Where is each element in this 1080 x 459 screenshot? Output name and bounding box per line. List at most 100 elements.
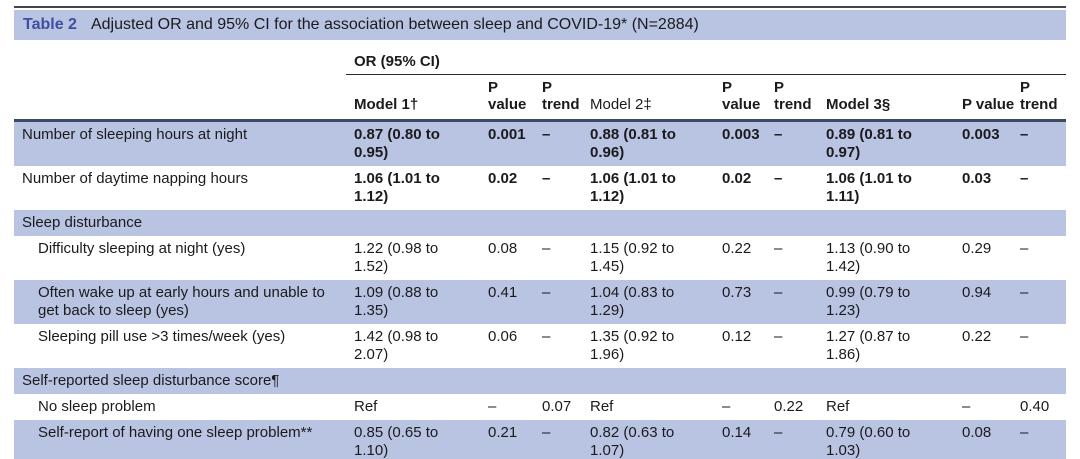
- column-header: P value: [714, 74, 766, 122]
- cell-value: 0.88 (0.81 to 0.96): [590, 126, 676, 161]
- row-label: Sleeping pill use >3 times/week (yes): [38, 328, 286, 345]
- cell-value: 0.40: [1020, 398, 1050, 415]
- cell-value: 0.94: [962, 284, 992, 301]
- cell-value: 1.42 (0.98 to 2.07): [354, 328, 439, 363]
- cell-value: –: [774, 424, 783, 441]
- section-header-row: Sleep disturbance: [14, 210, 1067, 236]
- row-label: Number of daytime napping hours: [22, 170, 248, 187]
- column-header: Model 3§: [818, 74, 954, 122]
- cell-value: 1.22 (0.98 to 1.52): [354, 240, 439, 275]
- cell-value: 0.85 (0.65 to 1.10): [354, 424, 439, 459]
- cell-value: –: [542, 328, 551, 345]
- cell-value: 0.89 (0.81 to 0.97): [826, 126, 912, 161]
- column-header: Model 1†: [346, 74, 480, 122]
- cell-value: –: [542, 126, 551, 143]
- cell-value: Ref: [354, 398, 378, 415]
- empty-header-cell: [14, 74, 346, 122]
- cell-value: 0.08: [962, 424, 992, 441]
- cell-value: 1.06 (1.01 to 1.11): [826, 170, 912, 205]
- cell-value: 0.001: [488, 126, 526, 143]
- cell-value: 1.13 (0.90 to 1.42): [826, 240, 911, 275]
- column-header: Model 2‡: [582, 74, 714, 122]
- cell-value: –: [774, 170, 783, 187]
- cell-value: 0.03: [962, 170, 992, 187]
- cell-value: –: [774, 284, 783, 301]
- column-header: P value: [480, 74, 534, 122]
- cell-value: 0.07: [542, 398, 572, 415]
- cell-value: 0.21: [488, 424, 518, 441]
- cell-value: 1.15 (0.92 to 1.45): [590, 240, 675, 275]
- cell-value: 1.06 (1.01 to 1.12): [590, 170, 676, 205]
- cell-value: –: [774, 240, 783, 257]
- cell-value: 0.41: [488, 284, 518, 301]
- cell-value: 0.29: [962, 240, 992, 257]
- cell-value: –: [1020, 240, 1029, 257]
- cell-value: –: [1020, 284, 1029, 301]
- cell-value: –: [1020, 424, 1029, 441]
- cell-value: 0.73: [722, 284, 752, 301]
- cell-value: Ref: [826, 398, 850, 415]
- cell-value: –: [774, 328, 783, 345]
- table-row: Number of sleeping hours at night 0.87 (0…: [14, 120, 1067, 166]
- row-label: Self-reported sleep disturbance score¶: [22, 372, 280, 389]
- column-header: P trend: [534, 74, 582, 122]
- table-row: Self-report of having one sleep problem*…: [14, 420, 1067, 459]
- cell-value: –: [962, 398, 971, 415]
- cell-value: –: [774, 126, 783, 143]
- cell-value: 1.09 (0.88 to 1.35): [354, 284, 439, 319]
- cell-value: –: [488, 398, 497, 415]
- table-row: Number of daytime napping hours 1.06 (1.0…: [14, 166, 1066, 210]
- statistics-table: OR (95% CI) Model 1† P value P trend Model …: [14, 40, 1067, 459]
- cell-value: Ref: [590, 398, 614, 415]
- cell-value: –: [542, 170, 551, 187]
- cell-value: –: [722, 398, 731, 415]
- cell-value: 0.82 (0.63 to 1.07): [590, 424, 675, 459]
- table-row: Sleeping pill use >3 times/week (yes) 1.4…: [14, 324, 1066, 368]
- table-header: OR (95% CI) Model 1† P value P trend Model …: [14, 40, 1067, 122]
- table-caption: Adjusted OR and 95% CI for the associati…: [90, 16, 699, 33]
- cell-value: 0.22: [722, 240, 752, 257]
- cell-value: 0.12: [722, 328, 752, 345]
- column-header: P value: [954, 74, 1014, 122]
- row-label: Often wake up at early hours and unable …: [38, 284, 325, 319]
- or-ci-group-header: OR (95% CI): [346, 40, 1067, 75]
- cell-value: –: [1020, 170, 1029, 187]
- cell-value: 1.35 (0.92 to 1.96): [590, 328, 675, 363]
- cell-value: 0.06: [488, 328, 518, 345]
- table-top-rule: [14, 6, 1066, 8]
- table-number-label: Table 2: [23, 16, 77, 33]
- cell-value: 1.06 (1.01 to 1.12): [354, 170, 440, 205]
- table-title-bar: Table 2 Adjusted OR and 95% CI for the as…: [14, 10, 1066, 40]
- cell-value: 0.87 (0.80 to 0.95): [354, 126, 440, 161]
- table-row: Difficulty sleeping at night (yes) 1.22 (…: [14, 236, 1066, 280]
- cell-value: 0.79 (0.60 to 1.03): [826, 424, 911, 459]
- row-label: Difficulty sleeping at night (yes): [38, 240, 246, 257]
- cell-value: –: [1020, 126, 1029, 143]
- cell-value: 0.02: [722, 170, 752, 187]
- section-header-row: Self-reported sleep disturbance score¶: [14, 368, 1067, 394]
- group-header-row: OR (95% CI): [14, 40, 1067, 75]
- cell-value: –: [542, 240, 551, 257]
- row-label: No sleep problem: [38, 398, 156, 415]
- row-label: Self-report of having one sleep problem*…: [38, 424, 313, 441]
- cell-value: 0.99 (0.79 to 1.23): [826, 284, 911, 319]
- table-row: Often wake up at early hours and unable …: [14, 280, 1067, 324]
- cell-value: –: [1020, 328, 1029, 345]
- cell-value: 0.02: [488, 170, 518, 187]
- column-header: P trend: [766, 74, 818, 122]
- cell-value: 0.08: [488, 240, 518, 257]
- cell-value: –: [542, 424, 551, 441]
- row-label: Sleep disturbance: [22, 214, 143, 231]
- empty-header-cell: [14, 40, 346, 75]
- cell-value: 0.22: [774, 398, 804, 415]
- cell-value: 0.003: [722, 126, 760, 143]
- table-row: No sleep problem Ref – 0.07 Ref – 0.22 Ref – 0.40: [14, 394, 1066, 420]
- cell-value: 1.27 (0.87 to 1.86): [826, 328, 911, 363]
- cell-value: –: [542, 284, 551, 301]
- cell-value: 0.14: [722, 424, 752, 441]
- cell-value: 0.22: [962, 328, 992, 345]
- table-body: Number of sleeping hours at night 0.87 (0…: [14, 120, 1067, 459]
- cell-value: 1.04 (0.83 to 1.29): [590, 284, 675, 319]
- row-label: Number of sleeping hours at night: [22, 126, 248, 143]
